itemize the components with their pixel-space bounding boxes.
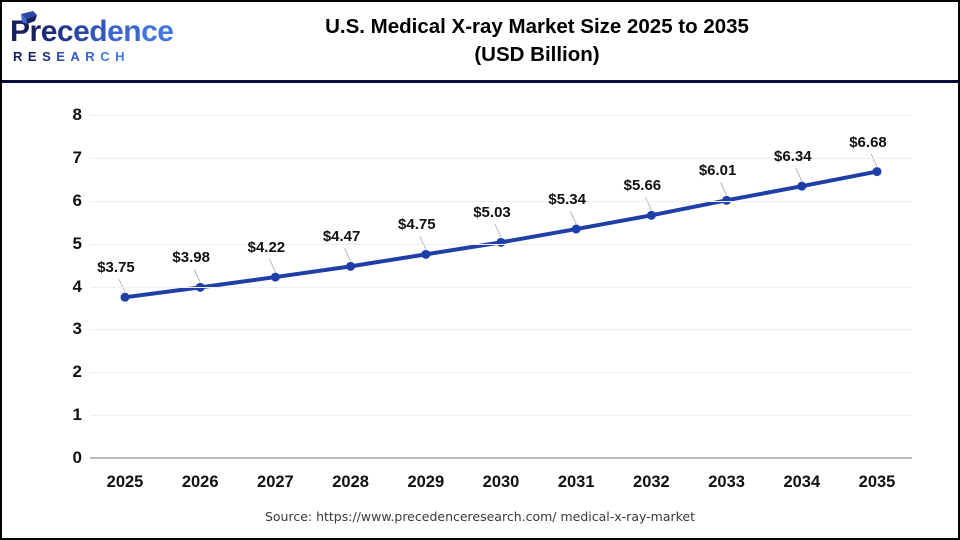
label-leader-line bbox=[720, 182, 728, 196]
data-point-marker[interactable] bbox=[722, 195, 732, 205]
label-leader-line bbox=[569, 210, 577, 225]
x-axis-tick-label: 2034 bbox=[783, 473, 821, 491]
data-point-label: $5.03 bbox=[473, 204, 511, 222]
x-axis-tick-label: 2029 bbox=[407, 473, 445, 491]
y-axis-tick-label: 6 bbox=[72, 190, 82, 210]
x-axis-line bbox=[90, 457, 912, 459]
label-leader-line bbox=[870, 153, 878, 167]
plot-area bbox=[90, 115, 912, 459]
data-point-label: $4.75 bbox=[398, 216, 436, 234]
x-axis-tick-label: 2030 bbox=[482, 473, 520, 491]
data-point-label: $6.34 bbox=[774, 148, 812, 166]
data-point-label: $3.98 bbox=[172, 249, 210, 267]
gridline bbox=[90, 243, 912, 245]
x-axis-tick-label: 2032 bbox=[633, 473, 670, 491]
chart-title-line-1: U.S. Medical X-ray Market Size 2025 to 2… bbox=[325, 15, 749, 38]
y-axis-tick-label: 8 bbox=[72, 105, 82, 124]
data-point-label: $3.75 bbox=[97, 259, 135, 277]
figure-header: Precedence RESEARCH U.S. Medical X-ray M… bbox=[2, 2, 958, 80]
y-axis-tick-label: 4 bbox=[72, 276, 82, 296]
x-axis-tick-label: 2033 bbox=[708, 473, 745, 491]
gridline bbox=[90, 415, 912, 417]
gridline bbox=[90, 329, 912, 331]
data-point-label: $4.22 bbox=[247, 239, 286, 257]
data-point-label: $4.47 bbox=[322, 228, 361, 246]
data-point-marker[interactable] bbox=[571, 224, 581, 234]
label-leader-line bbox=[118, 279, 126, 293]
y-axis-tick-label: 0 bbox=[72, 448, 82, 467]
data-point-label: $6.01 bbox=[698, 162, 737, 180]
gridline bbox=[90, 286, 912, 288]
y-axis-tick-label: 2 bbox=[72, 362, 82, 382]
y-axis: 8 7 6 5 4 3 2 1 0 bbox=[50, 105, 82, 467]
y-axis-tick-label: 3 bbox=[72, 319, 82, 339]
header-divider bbox=[2, 80, 958, 83]
x-axis-tick-label: 2027 bbox=[257, 473, 294, 491]
label-leader-line bbox=[795, 167, 803, 182]
x-axis-tick-label: 2026 bbox=[181, 473, 219, 491]
gridline bbox=[90, 115, 912, 116]
y-axis-tick-label: 5 bbox=[72, 233, 82, 253]
data-point-marker[interactable] bbox=[872, 167, 882, 177]
line-series bbox=[118, 153, 882, 302]
source-note: Source: https://www.precedenceresearch.c… bbox=[264, 509, 696, 524]
data-point-marker[interactable] bbox=[120, 292, 130, 302]
data-point-label: $5.66 bbox=[623, 177, 662, 195]
chart-plot-region: 8 7 6 5 4 3 2 1 0 2025 2026 2027 2028 2029 2030 2031 20… bbox=[2, 83, 958, 538]
gridline bbox=[90, 200, 912, 202]
data-point-marker[interactable] bbox=[797, 181, 807, 191]
y-axis-tick-label: 7 bbox=[72, 147, 82, 167]
label-leader-line bbox=[644, 197, 652, 211]
data-point-marker[interactable] bbox=[346, 261, 356, 271]
label-leader-line bbox=[494, 224, 502, 238]
x-axis-tick-label: 2031 bbox=[557, 473, 595, 491]
data-point-label: $5.34 bbox=[548, 191, 586, 209]
label-leader-line bbox=[419, 236, 427, 250]
data-point-label: $6.68 bbox=[849, 133, 887, 151]
data-point-marker[interactable] bbox=[270, 272, 280, 282]
logo-subtitle-text: RESEARCH bbox=[13, 49, 130, 64]
precedence-research-logo: Precedence RESEARCH bbox=[10, 11, 180, 68]
y-axis-tick-label: 1 bbox=[72, 405, 82, 425]
precedence-flag-icon bbox=[21, 11, 37, 24]
logo-wordmark-text: Precedence bbox=[10, 15, 174, 48]
label-leader-line bbox=[193, 269, 201, 283]
data-point-marker[interactable] bbox=[496, 237, 506, 247]
x-axis-tick-label: 2028 bbox=[332, 473, 369, 491]
label-leader-line bbox=[344, 248, 352, 262]
data-point-marker[interactable] bbox=[421, 249, 431, 259]
data-point-marker[interactable] bbox=[646, 210, 656, 220]
gridline bbox=[90, 157, 912, 159]
chart-title-line-2: (USD Billion) bbox=[474, 43, 600, 66]
chart-title: U.S. Medical X-ray Market Size 2025 to 2… bbox=[192, 13, 882, 69]
x-axis-tick-label: 2035 bbox=[858, 473, 896, 491]
series-line bbox=[123, 169, 879, 300]
gridline bbox=[90, 372, 912, 374]
label-leader-line bbox=[268, 258, 276, 273]
x-axis-tick-label: 2025 bbox=[106, 473, 144, 491]
